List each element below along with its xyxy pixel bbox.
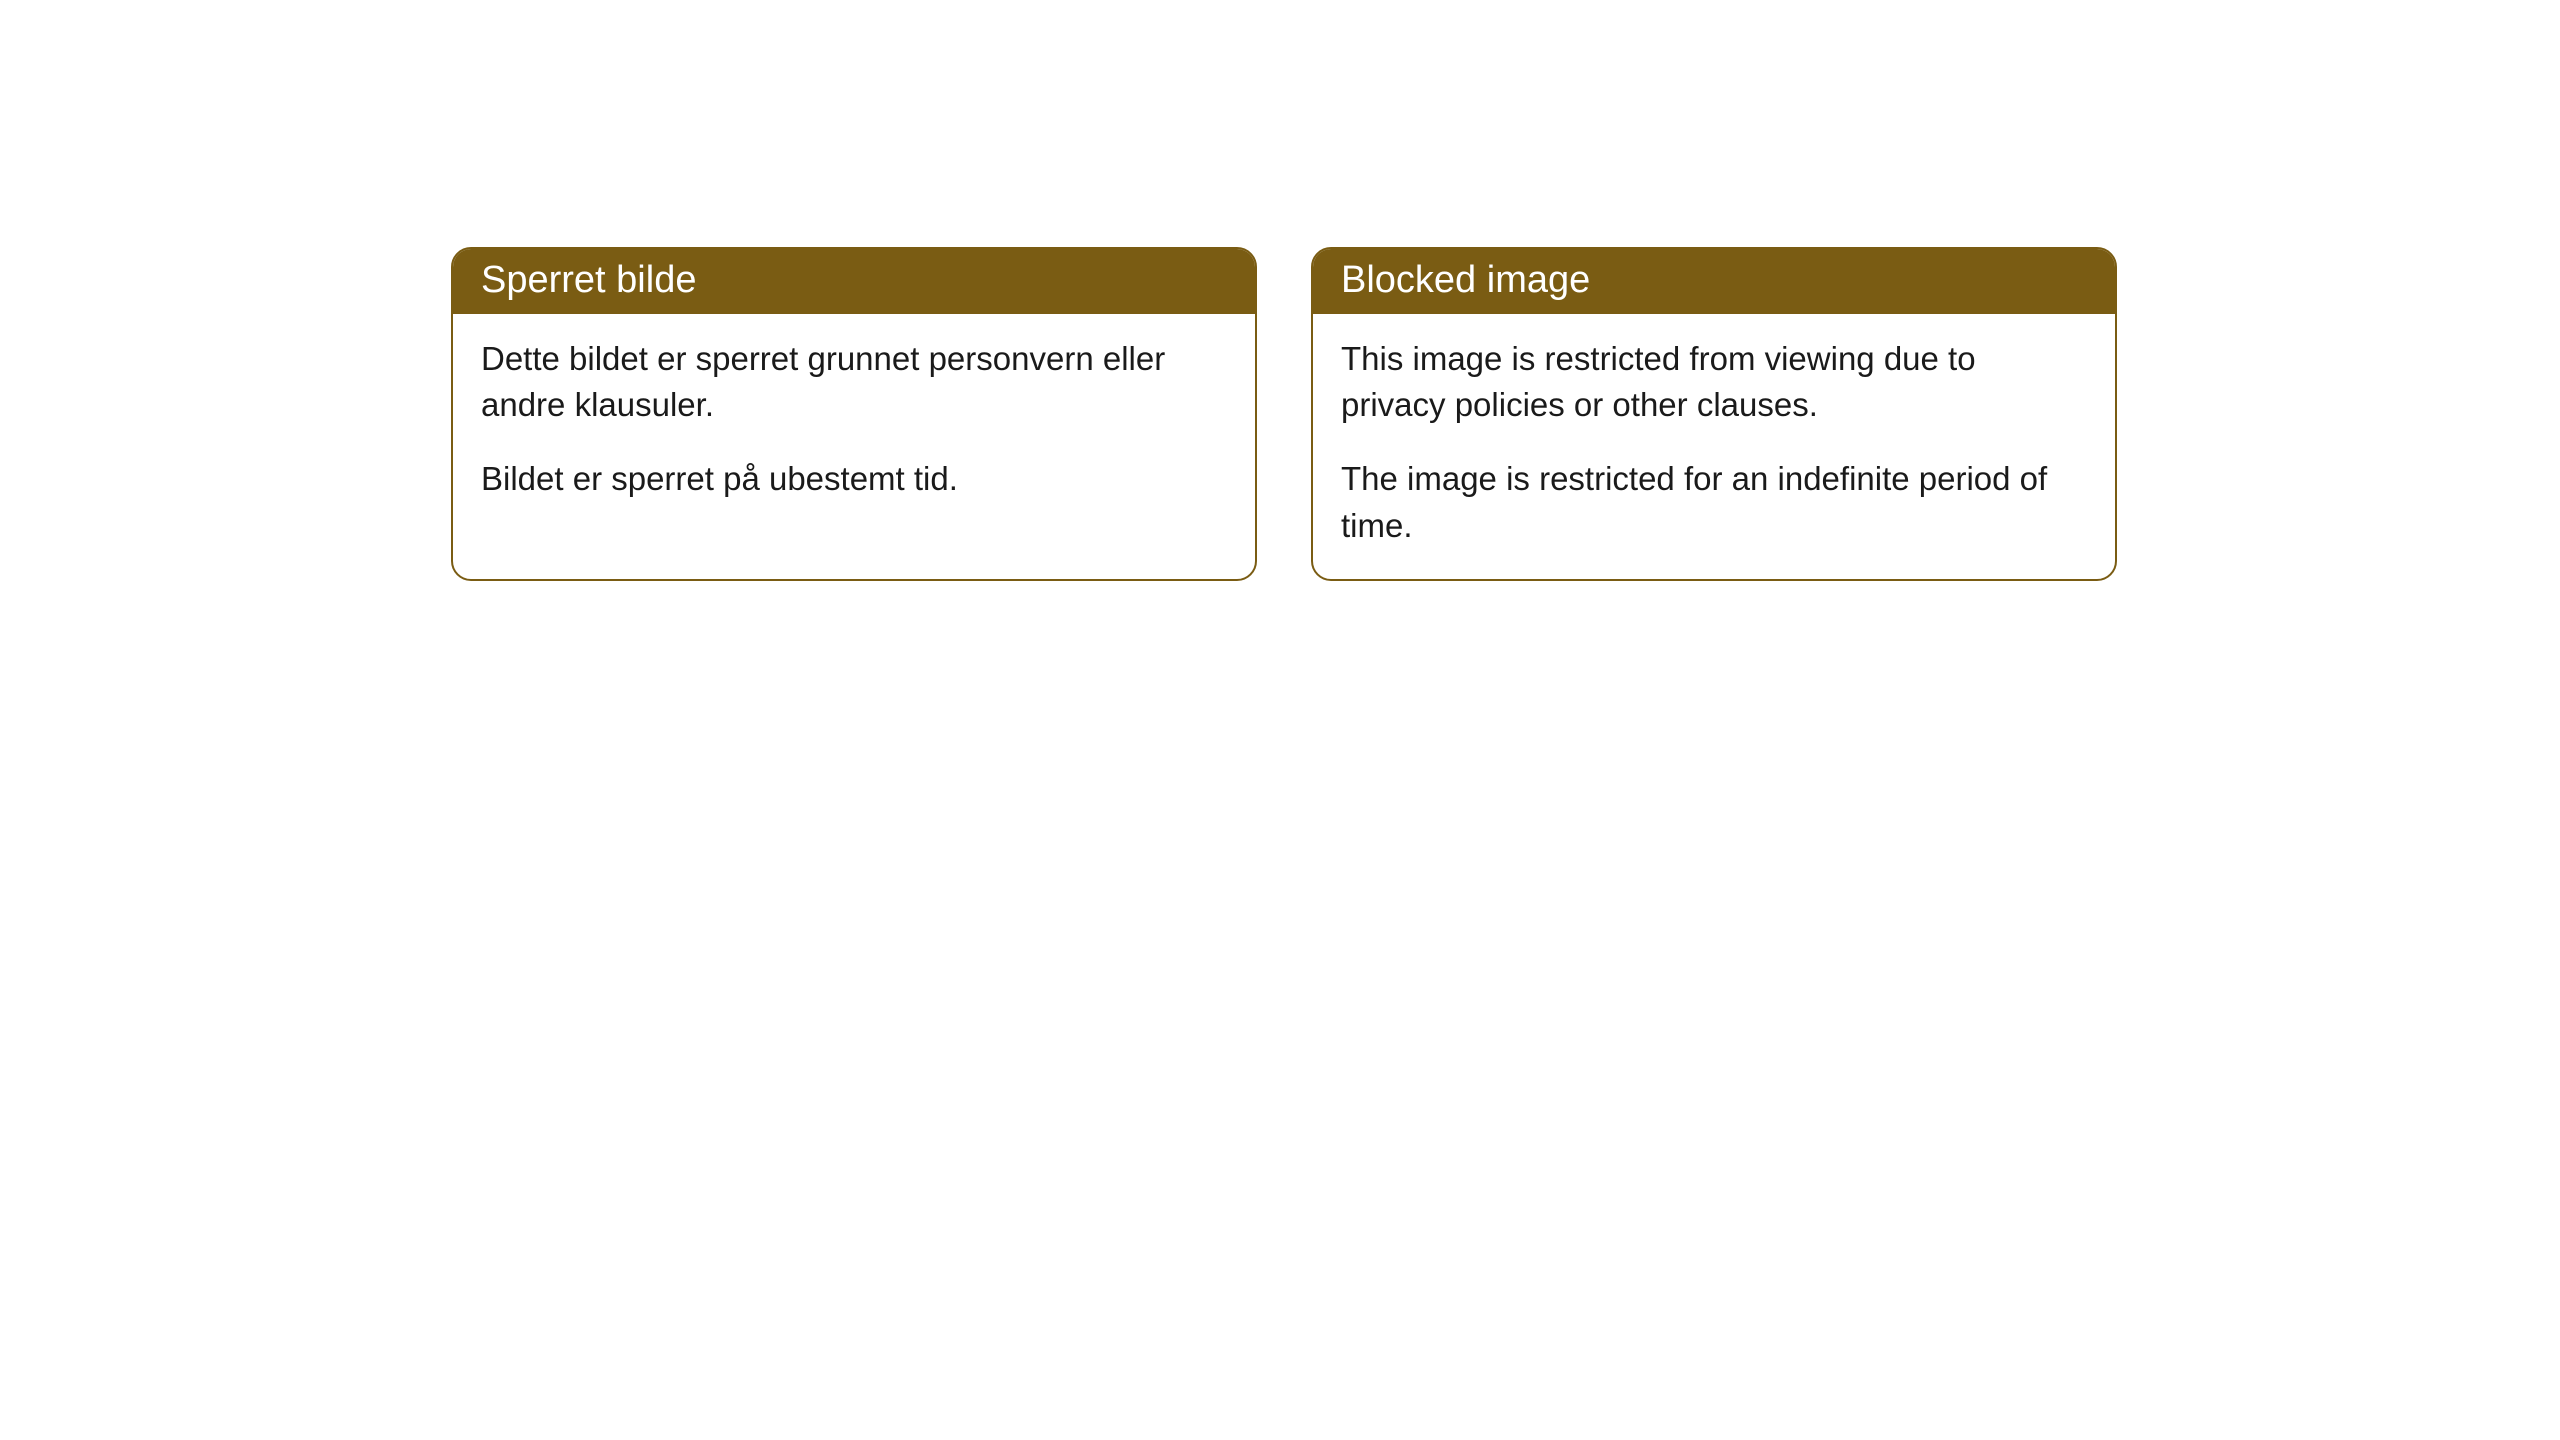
notice-card-norwegian: Sperret bilde Dette bildet er sperret gr… [451,247,1257,581]
card-paragraph: Bildet er sperret på ubestemt tid. [481,456,1227,502]
card-paragraph: Dette bildet er sperret grunnet personve… [481,336,1227,428]
card-body: Dette bildet er sperret grunnet personve… [453,314,1255,533]
notice-cards-container: Sperret bilde Dette bildet er sperret gr… [451,247,2117,581]
card-header: Sperret bilde [453,249,1255,314]
card-paragraph: This image is restricted from viewing du… [1341,336,2087,428]
card-header: Blocked image [1313,249,2115,314]
card-body: This image is restricted from viewing du… [1313,314,2115,579]
card-paragraph: The image is restricted for an indefinit… [1341,456,2087,548]
notice-card-english: Blocked image This image is restricted f… [1311,247,2117,581]
